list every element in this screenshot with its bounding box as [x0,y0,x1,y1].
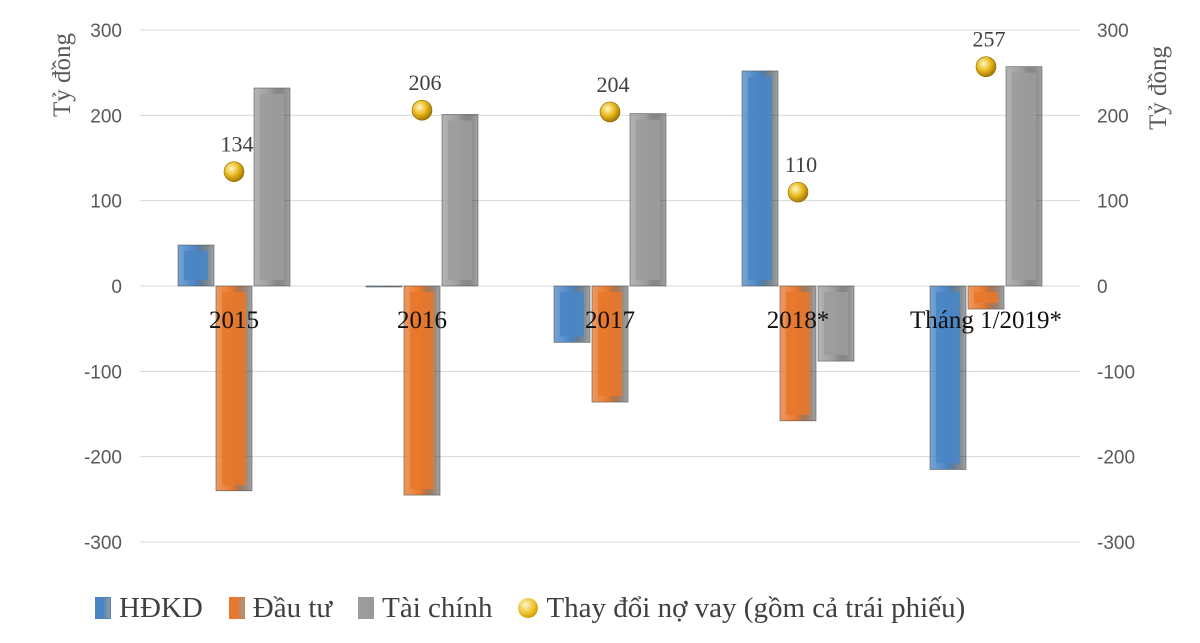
category-labels: 2015 2016 2017 2018* Tháng 1/2019* [209,307,1062,334]
legend-label-hdkd: HĐKD [119,591,203,624]
legend-marker-thay-doi-no-vay [518,598,539,618]
x-tick-label: 2017 [585,307,635,334]
bar-bevel-hdkd [748,76,772,281]
legend-swatch-dau-tu [228,597,245,619]
bar-bevel-dau-tu [598,292,622,397]
y-tick-label-right: 200 [1097,106,1129,127]
data-label: 204 [597,72,630,97]
bar-bevel-hdkd [560,292,584,337]
y-tick-label-right: 300 [1097,21,1129,42]
point-thay-doi-no-vay [411,99,433,121]
tick-labels: -300 -300 -200 -200 -100 -100 0 0 100 100 200 200 30… [84,21,1135,554]
legend: HĐKD Đầu tư Tài chính Thay đổi nợ vay (g… [95,588,991,628]
legend-item-thay-doi-no-vay[interactable]: Thay đổi nợ vay (gồm cả trái phiếu) [518,592,965,625]
point-thay-doi-no-vay [975,56,997,77]
y-tick-label-left: -300 [84,533,122,554]
point-thay-doi-no-vay [599,101,621,123]
data-label: 110 [785,152,817,177]
data-label: 206 [409,70,442,95]
legend-item-hdkd[interactable]: HĐKD [95,592,203,625]
legend-label-dau-tu: Đầu tư [252,591,333,624]
legend-label-thay-doi-no-vay: Thay đổi nợ vay (gồm cả trái phiếu) [546,591,966,624]
y-tick-label-right: -200 [1097,448,1135,469]
bar-bevel-tai-chinh [824,292,848,356]
bar-bevel-tai-chinh [636,119,660,280]
point-thay-doi-no-vay [787,181,809,203]
y-tick-label-left: 100 [90,192,122,213]
legend-item-dau-tu[interactable]: Đầu tư [228,591,333,625]
x-tick-label: Tháng 1/2019* [910,307,1062,334]
bar-bevel-dau-tu [786,292,810,415]
bar-bevel-tai-chinh [260,94,284,280]
y-tick-label-left: -100 [84,362,122,383]
data-label: 257 [973,27,1006,52]
y-tick-label-left: 200 [90,106,122,127]
point-thay-doi-no-vay [223,161,245,182]
y-tick-label-right: 0 [1097,277,1108,298]
bars [177,66,1043,496]
x-tick-label: 2015 [209,307,259,334]
y-tick-label-right: -100 [1097,362,1135,383]
y-axis-title-left: Tỷ đồng [49,32,76,117]
bar-bevel-dau-tu [974,292,998,304]
bar-bevel-tai-chinh [448,120,472,280]
bar-bevel-hdkd [184,251,208,280]
legend-item-tai-chinh[interactable]: Tài chính [358,592,492,625]
bar-bevel-hdkd [936,292,960,464]
y-axis-title-right: Tỷ đồng [1145,45,1172,130]
bar-hdkd [365,285,403,288]
y-tick-label-left: -200 [84,448,122,469]
x-tick-label: 2018* [767,307,830,334]
bar-bevel-dau-tu [222,292,246,485]
points: 134 206 204 110 257 [221,27,1006,203]
data-label: 134 [221,132,254,157]
legend-label-tai-chinh: Tài chính [382,591,493,624]
legend-swatch-hdkd [95,597,111,619]
y-tick-label-left: 300 [90,21,122,42]
y-tick-label-right: -300 [1097,533,1135,554]
legend-swatch-tai-chinh [358,597,375,619]
bar-bevel-dau-tu [410,292,434,490]
y-tick-label-right: 100 [1097,192,1129,213]
bar-bevel-tai-chinh [1012,72,1036,281]
x-tick-label: 2016 [397,307,447,334]
y-tick-label-left: 0 [111,277,122,298]
